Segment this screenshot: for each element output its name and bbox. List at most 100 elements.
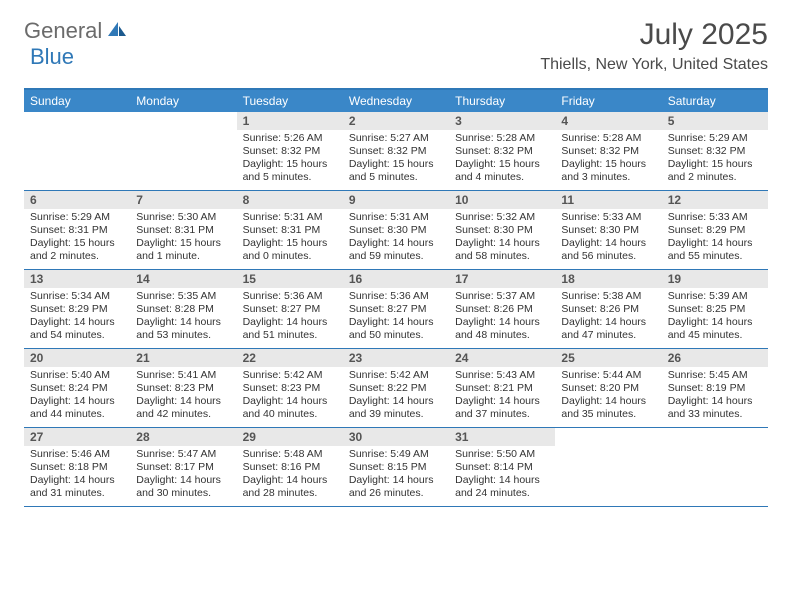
day-number: 16 (343, 270, 449, 288)
day-cell: 20Sunrise: 5:40 AMSunset: 8:24 PMDayligh… (24, 349, 130, 427)
day-sunset: Sunset: 8:25 PM (668, 303, 762, 316)
day-cell: 14Sunrise: 5:35 AMSunset: 8:28 PMDayligh… (130, 270, 236, 348)
day-cell: 27Sunrise: 5:46 AMSunset: 8:18 PMDayligh… (24, 428, 130, 506)
day-sunrise: Sunrise: 5:47 AM (136, 448, 230, 461)
day-daylight1: Daylight: 14 hours (243, 395, 337, 408)
day-daylight2: and 42 minutes. (136, 408, 230, 421)
day-number: 3 (449, 112, 555, 130)
day-number: 30 (343, 428, 449, 446)
day-content: Sunrise: 5:49 AMSunset: 8:15 PMDaylight:… (343, 446, 449, 501)
day-sunrise: Sunrise: 5:37 AM (455, 290, 549, 303)
day-cell: 17Sunrise: 5:37 AMSunset: 8:26 PMDayligh… (449, 270, 555, 348)
day-daylight2: and 24 minutes. (455, 487, 549, 500)
day-number: 28 (130, 428, 236, 446)
day-sunset: Sunset: 8:32 PM (668, 145, 762, 158)
day-daylight2: and 44 minutes. (30, 408, 124, 421)
day-sunrise: Sunrise: 5:34 AM (30, 290, 124, 303)
day-sunset: Sunset: 8:26 PM (455, 303, 549, 316)
day-daylight1: Daylight: 14 hours (561, 316, 655, 329)
day-sunrise: Sunrise: 5:28 AM (561, 132, 655, 145)
day-content: Sunrise: 5:47 AMSunset: 8:17 PMDaylight:… (130, 446, 236, 501)
day-cell: 9Sunrise: 5:31 AMSunset: 8:30 PMDaylight… (343, 191, 449, 269)
day-daylight2: and 26 minutes. (349, 487, 443, 500)
day-cell: 29Sunrise: 5:48 AMSunset: 8:16 PMDayligh… (237, 428, 343, 506)
day-content: Sunrise: 5:42 AMSunset: 8:23 PMDaylight:… (237, 367, 343, 422)
weekday-tuesday: Tuesday (237, 90, 343, 112)
day-sunset: Sunset: 8:22 PM (349, 382, 443, 395)
logo-text-general: General (24, 18, 102, 44)
day-sunset: Sunset: 8:24 PM (30, 382, 124, 395)
day-daylight1: Daylight: 14 hours (30, 395, 124, 408)
day-cell: 4Sunrise: 5:28 AMSunset: 8:32 PMDaylight… (555, 112, 661, 190)
day-sunset: Sunset: 8:23 PM (243, 382, 337, 395)
day-number: 13 (24, 270, 130, 288)
day-daylight2: and 50 minutes. (349, 329, 443, 342)
day-daylight1: Daylight: 14 hours (30, 474, 124, 487)
day-sunrise: Sunrise: 5:49 AM (349, 448, 443, 461)
day-sunrise: Sunrise: 5:36 AM (243, 290, 337, 303)
day-cell: 24Sunrise: 5:43 AMSunset: 8:21 PMDayligh… (449, 349, 555, 427)
day-content: Sunrise: 5:37 AMSunset: 8:26 PMDaylight:… (449, 288, 555, 343)
day-daylight1: Daylight: 14 hours (30, 316, 124, 329)
day-cell: 8Sunrise: 5:31 AMSunset: 8:31 PMDaylight… (237, 191, 343, 269)
day-cell: 30Sunrise: 5:49 AMSunset: 8:15 PMDayligh… (343, 428, 449, 506)
day-number: 21 (130, 349, 236, 367)
day-daylight1: Daylight: 14 hours (349, 474, 443, 487)
day-content: Sunrise: 5:28 AMSunset: 8:32 PMDaylight:… (449, 130, 555, 185)
weekday-wednesday: Wednesday (343, 90, 449, 112)
day-sunset: Sunset: 8:30 PM (561, 224, 655, 237)
day-number: 2 (343, 112, 449, 130)
day-sunset: Sunset: 8:29 PM (668, 224, 762, 237)
day-number: 20 (24, 349, 130, 367)
day-daylight1: Daylight: 15 hours (349, 158, 443, 171)
weekday-saturday: Saturday (662, 90, 768, 112)
day-sunrise: Sunrise: 5:26 AM (243, 132, 337, 145)
day-sunrise: Sunrise: 5:42 AM (243, 369, 337, 382)
day-content: Sunrise: 5:35 AMSunset: 8:28 PMDaylight:… (130, 288, 236, 343)
day-sunrise: Sunrise: 5:35 AM (136, 290, 230, 303)
week-row: 20Sunrise: 5:40 AMSunset: 8:24 PMDayligh… (24, 349, 768, 428)
day-sunset: Sunset: 8:26 PM (561, 303, 655, 316)
day-number (662, 428, 768, 446)
day-sunrise: Sunrise: 5:42 AM (349, 369, 443, 382)
day-content: Sunrise: 5:29 AMSunset: 8:32 PMDaylight:… (662, 130, 768, 185)
day-cell: 19Sunrise: 5:39 AMSunset: 8:25 PMDayligh… (662, 270, 768, 348)
day-number: 15 (237, 270, 343, 288)
logo: General (24, 18, 130, 44)
day-daylight2: and 5 minutes. (349, 171, 443, 184)
day-sunrise: Sunrise: 5:43 AM (455, 369, 549, 382)
day-daylight1: Daylight: 14 hours (243, 316, 337, 329)
day-cell: 28Sunrise: 5:47 AMSunset: 8:17 PMDayligh… (130, 428, 236, 506)
day-content: Sunrise: 5:43 AMSunset: 8:21 PMDaylight:… (449, 367, 555, 422)
day-sunset: Sunset: 8:31 PM (243, 224, 337, 237)
day-sunrise: Sunrise: 5:31 AM (243, 211, 337, 224)
day-sunrise: Sunrise: 5:32 AM (455, 211, 549, 224)
day-sunset: Sunset: 8:29 PM (30, 303, 124, 316)
day-sunset: Sunset: 8:32 PM (243, 145, 337, 158)
day-daylight2: and 47 minutes. (561, 329, 655, 342)
week-row: 27Sunrise: 5:46 AMSunset: 8:18 PMDayligh… (24, 428, 768, 507)
calendar: SundayMondayTuesdayWednesdayThursdayFrid… (24, 88, 768, 507)
day-sunset: Sunset: 8:14 PM (455, 461, 549, 474)
day-daylight1: Daylight: 15 hours (561, 158, 655, 171)
day-number: 1 (237, 112, 343, 130)
day-daylight2: and 28 minutes. (243, 487, 337, 500)
day-number (555, 428, 661, 446)
day-number (130, 112, 236, 130)
logo-text-blue: Blue (30, 44, 74, 69)
weekday-monday: Monday (130, 90, 236, 112)
day-sunset: Sunset: 8:17 PM (136, 461, 230, 474)
day-content: Sunrise: 5:26 AMSunset: 8:32 PMDaylight:… (237, 130, 343, 185)
day-cell: 16Sunrise: 5:36 AMSunset: 8:27 PMDayligh… (343, 270, 449, 348)
day-daylight1: Daylight: 14 hours (668, 316, 762, 329)
day-sunrise: Sunrise: 5:38 AM (561, 290, 655, 303)
day-content: Sunrise: 5:44 AMSunset: 8:20 PMDaylight:… (555, 367, 661, 422)
day-cell: 11Sunrise: 5:33 AMSunset: 8:30 PMDayligh… (555, 191, 661, 269)
day-daylight1: Daylight: 14 hours (349, 316, 443, 329)
day-daylight1: Daylight: 14 hours (561, 395, 655, 408)
day-cell-empty (24, 112, 130, 190)
day-content: Sunrise: 5:30 AMSunset: 8:31 PMDaylight:… (130, 209, 236, 264)
day-sunrise: Sunrise: 5:48 AM (243, 448, 337, 461)
day-sunset: Sunset: 8:27 PM (243, 303, 337, 316)
weekday-thursday: Thursday (449, 90, 555, 112)
